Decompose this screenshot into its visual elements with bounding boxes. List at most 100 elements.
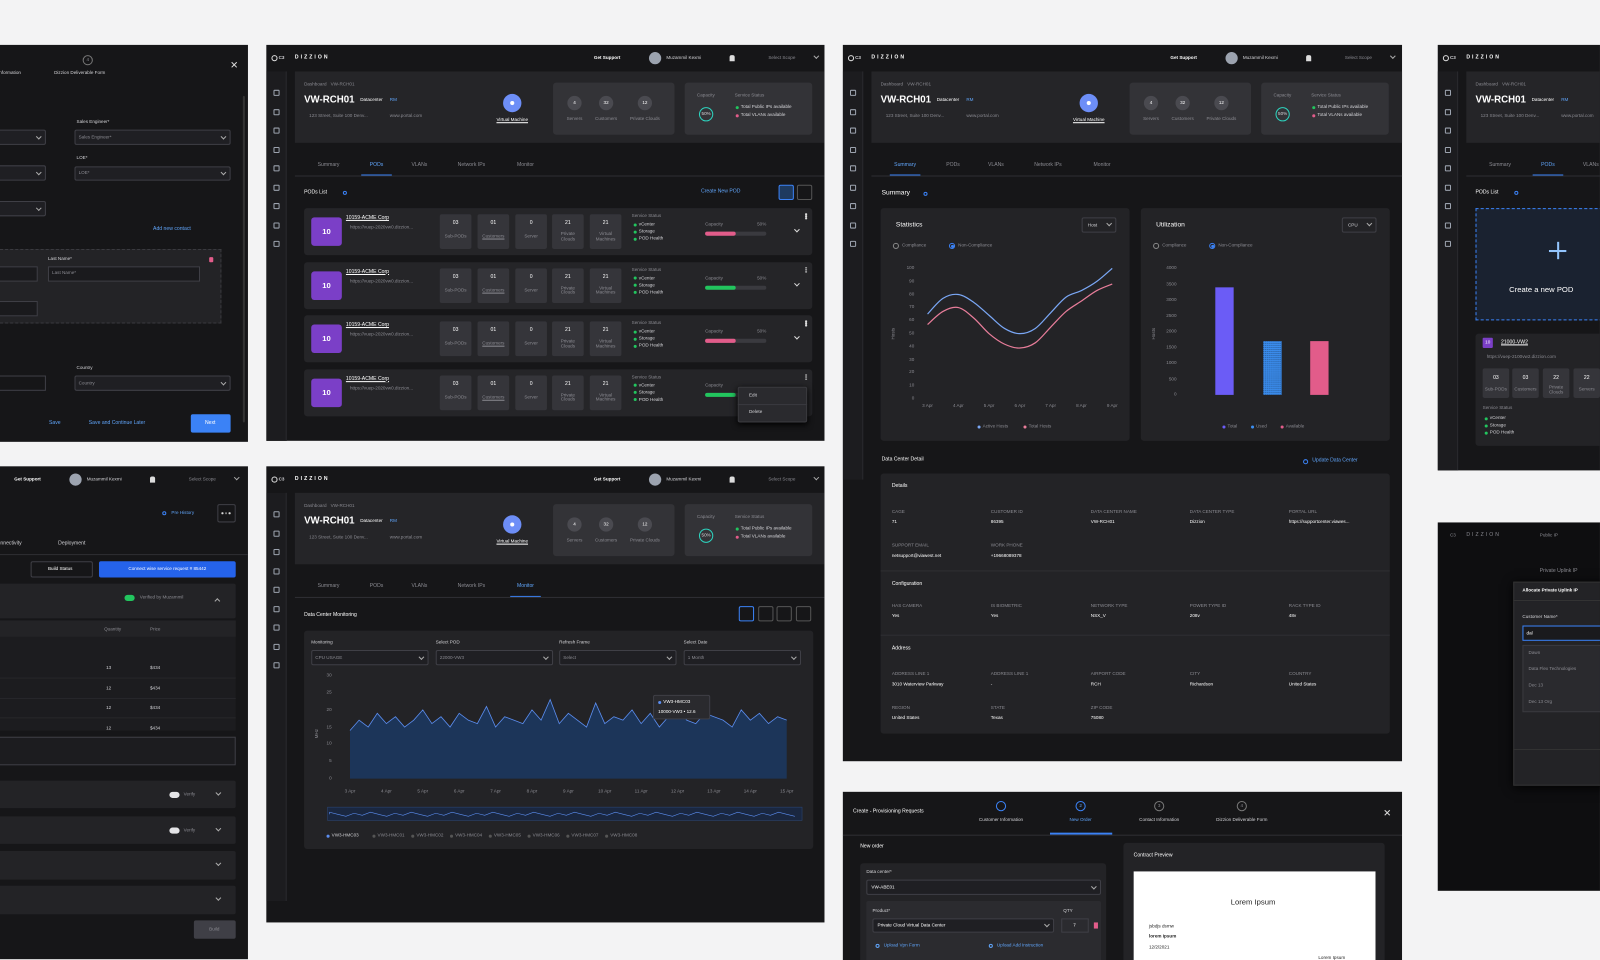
select-field[interactable] [311, 649, 429, 666]
link[interactable]: 21000-VW2 [1501, 339, 1528, 346]
button[interactable]: Save [48, 419, 61, 427]
tab[interactable]: Connectivity [0, 540, 22, 547]
link[interactable]: Update Data Center [1312, 457, 1358, 464]
link[interactable]: Upload Vpn Form [883, 942, 920, 948]
tab[interactable]: Summary [317, 583, 340, 590]
sidebar-icon[interactable] [273, 548, 280, 556]
sidebar-icon[interactable] [1444, 165, 1452, 172]
sidebar-icon[interactable] [1444, 146, 1452, 153]
sidebar-icon[interactable] [273, 662, 280, 669]
option[interactable]: Data Flex Technologies [1528, 666, 1577, 672]
sidebar-icon[interactable] [273, 567, 280, 574]
sidebar-icon[interactable] [849, 184, 857, 191]
sidebar-icon[interactable] [273, 221, 280, 229]
legend-label[interactable]: VW3-HMC07 [571, 832, 599, 838]
sidebar-icon[interactable] [1444, 203, 1452, 210]
next-button[interactable] [190, 414, 231, 433]
select-field[interactable] [0, 165, 46, 181]
sidebar-icon[interactable] [849, 89, 857, 96]
input[interactable] [1522, 625, 1600, 641]
sidebar-icon[interactable] [1444, 108, 1452, 115]
sidebar-icon[interactable] [849, 127, 857, 134]
trash-icon[interactable] [209, 257, 214, 263]
tab[interactable]: Summary [317, 161, 340, 168]
sidebar-icon[interactable] [1444, 89, 1452, 96]
more-button[interactable] [217, 504, 236, 523]
sidebar-icon[interactable] [1444, 240, 1452, 247]
tab[interactable]: VLANs [987, 161, 1004, 168]
sidebar-icon[interactable] [1444, 127, 1452, 134]
tab[interactable]: VLANs [411, 583, 428, 590]
legend-label[interactable]: VW3-HMC05 [493, 832, 521, 838]
sidebar-icon[interactable] [273, 643, 280, 650]
select-field[interactable] [683, 649, 802, 666]
link[interactable]: Virtual Machine [496, 117, 529, 123]
select-field[interactable] [559, 649, 677, 666]
sidebar-icon[interactable] [849, 146, 857, 153]
sidebar-icon[interactable] [849, 203, 857, 210]
select-field[interactable] [0, 129, 46, 145]
legend-label[interactable]: VW3-HMC02 [416, 832, 444, 838]
link[interactable]: Virtual Machine [496, 538, 529, 544]
tab[interactable]: Network IPs [1034, 161, 1062, 168]
option[interactable]: Dawn [1528, 649, 1541, 655]
legend-label[interactable]: VW3-HMC03 [331, 832, 359, 838]
link[interactable]: 10159-ACME Corp [345, 214, 390, 221]
select-field[interactable] [74, 375, 231, 391]
view-icon[interactable] [796, 184, 813, 200]
select-field[interactable] [866, 879, 1102, 895]
link[interactable]: Pre History [171, 509, 195, 516]
build-status-button[interactable] [30, 561, 93, 578]
link[interactable]: Virtual Machine [1072, 117, 1105, 123]
sidebar-icon[interactable] [273, 89, 280, 96]
tab[interactable]: Monitor [516, 161, 535, 168]
dropdown[interactable] [1341, 217, 1377, 233]
link[interactable]: 10159-ACME Corp [345, 321, 390, 329]
view-icon[interactable] [758, 606, 774, 622]
tab[interactable]: PODs [946, 161, 960, 168]
select-field[interactable] [74, 166, 231, 181]
sidebar-icon[interactable] [273, 184, 280, 191]
tab[interactable]: Monitor [516, 583, 535, 590]
view-icon[interactable] [776, 606, 792, 622]
tab[interactable]: VLANs [1582, 161, 1599, 168]
link[interactable]: 10159-ACME Corp [345, 375, 390, 382]
tab[interactable]: Network IPs [457, 161, 486, 168]
tab[interactable]: Summary [1489, 161, 1511, 168]
sidebar-icon[interactable] [273, 203, 280, 210]
tab[interactable]: Summary [894, 161, 917, 168]
sidebar-icon[interactable] [1444, 184, 1452, 191]
menu-item[interactable]: Edit [748, 392, 757, 398]
sidebar-icon[interactable] [273, 624, 280, 631]
select-field[interactable] [435, 649, 554, 666]
option[interactable]: Dec 13 [1528, 682, 1544, 688]
button[interactable]: Create New POD [701, 188, 741, 195]
sidebar-icon[interactable] [273, 127, 280, 134]
request-button[interactable] [98, 561, 236, 578]
input[interactable] [47, 266, 200, 282]
build-button[interactable] [193, 920, 236, 939]
tab[interactable]: Monitor [1093, 161, 1111, 168]
tab[interactable]: PODs [369, 583, 384, 590]
link[interactable]: 10159-ACME Corp [345, 268, 390, 275]
select-field[interactable] [872, 918, 1055, 933]
sidebar-icon[interactable] [273, 530, 280, 537]
sidebar-icon[interactable] [849, 221, 857, 229]
sidebar-icon[interactable] [1444, 221, 1452, 229]
qty-box[interactable] [1061, 918, 1089, 933]
tab[interactable]: PODs [1541, 161, 1555, 168]
sidebar-icon[interactable] [849, 165, 857, 172]
tab[interactable]: VLANs [411, 161, 428, 168]
sidebar-icon[interactable] [273, 511, 280, 518]
legend-label[interactable]: VW3-HMC01 [377, 832, 405, 838]
sidebar-icon[interactable] [273, 165, 280, 172]
tab[interactable]: Network IPs [457, 583, 486, 590]
view-icon[interactable] [795, 606, 812, 622]
sidebar-icon[interactable] [273, 146, 280, 153]
option[interactable]: Dec 13 Org [1528, 698, 1553, 704]
tab[interactable]: PODs [369, 161, 384, 168]
sidebar-icon[interactable] [849, 108, 857, 115]
legend-label[interactable]: VW3-HMC06 [532, 832, 560, 838]
trash-icon[interactable] [1093, 922, 1098, 929]
sidebar-icon[interactable] [849, 240, 857, 247]
